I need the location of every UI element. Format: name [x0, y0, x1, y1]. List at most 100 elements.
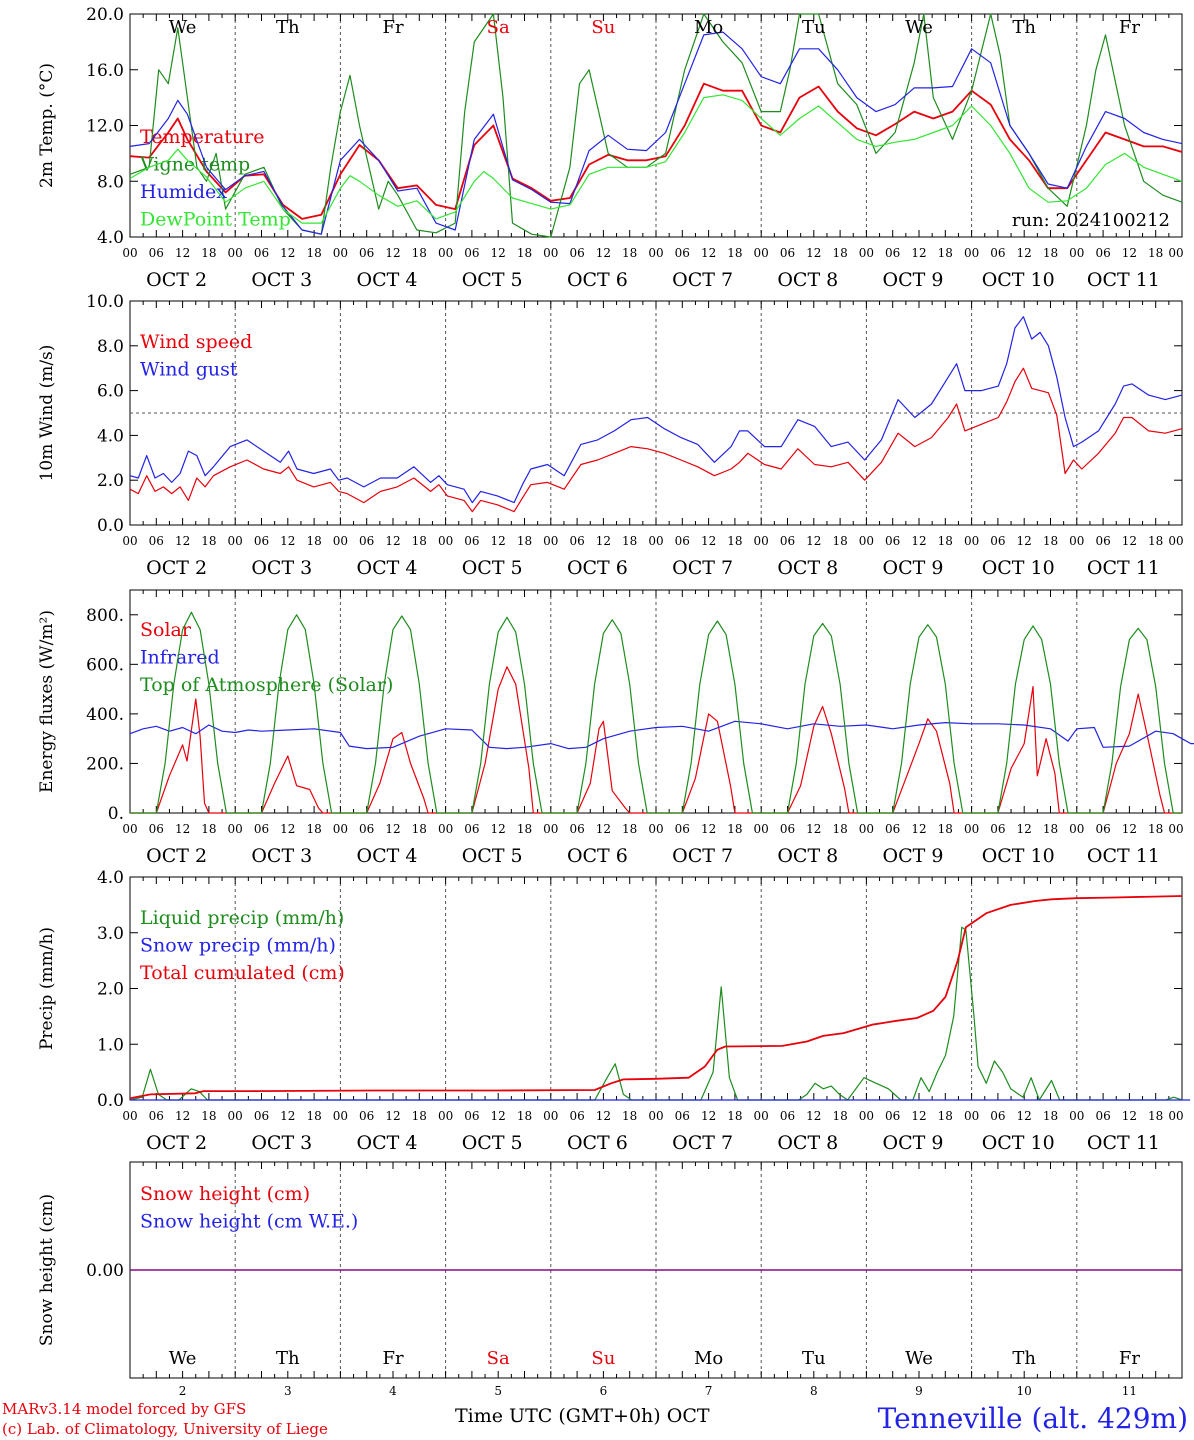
hour-tick-label: 12 [1122, 534, 1137, 548]
day-number-label: 4 [389, 1384, 397, 1398]
y-tick-label: 6.0 [97, 382, 124, 402]
hour-tick-label: 00 [438, 822, 453, 836]
hour-tick-label: 18 [938, 822, 953, 836]
hour-tick-label: 12 [911, 246, 926, 260]
x-axis-label: Time UTC (GMT+0h) [455, 1405, 661, 1427]
hour-tick-label: 12 [175, 534, 190, 548]
hour-tick-label: 12 [596, 822, 611, 836]
legend-entry: Snow height (cm W.E.) [140, 1211, 358, 1233]
date-label: OCT 11 [1087, 845, 1160, 867]
hour-tick-label: 12 [701, 822, 716, 836]
panel-1: 4.0 8.0 12.0 16.0 20.0 2m Temp. (°C) Temperatu… [37, 5, 1184, 291]
hour-tick-label: 12 [1122, 246, 1137, 260]
date-label: OCT 4 [357, 557, 418, 579]
hour-tick-label: 06 [780, 534, 795, 548]
legend-entry: Total cumulated (cm) [140, 962, 345, 984]
hour-tick-label: 06 [464, 1109, 479, 1123]
hour-tick-label: 18 [1043, 822, 1058, 836]
footer-time-axis-label: Time UTC (GMT+0h) OCT [455, 1405, 710, 1427]
date-label: OCT 8 [777, 269, 838, 291]
hour-tick-label: 12 [1122, 1109, 1137, 1123]
hour-tick-label: 06 [359, 822, 374, 836]
date-label: OCT 6 [567, 845, 628, 867]
hour-tick-label: 18 [938, 246, 953, 260]
y-tick-label: 2.0 [97, 471, 124, 491]
date-label: OCT 8 [777, 1132, 838, 1154]
hour-tick-label: 06 [1095, 1109, 1110, 1123]
day-number-label: 6 [600, 1384, 608, 1398]
hour-tick-label: 06 [990, 534, 1005, 548]
day-number-label: 11 [1122, 1384, 1137, 1398]
date-label: OCT 9 [883, 845, 944, 867]
day-number-label: 3 [284, 1384, 292, 1398]
hour-tick-label: 00 [333, 534, 348, 548]
hour-tick-label: 06 [569, 534, 584, 548]
hour-tick-label: 00 [438, 534, 453, 548]
y-tick-label: 4.0 [97, 426, 124, 446]
hour-tick-label: 00 [1168, 534, 1183, 548]
date-label: OCT 11 [1087, 269, 1160, 291]
hour-tick-label: 00 [122, 1109, 137, 1123]
hour-tick-label: 00 [122, 822, 137, 836]
hour-tick-label: 06 [1095, 822, 1110, 836]
hour-tick-label: 06 [254, 246, 269, 260]
y-axis-label: Snow height (cm) [37, 1194, 57, 1346]
date-label: OCT 2 [146, 557, 207, 579]
weekday-label: Th [1012, 17, 1036, 38]
legend-entry: Snow height (cm) [140, 1183, 310, 1205]
hour-tick-label: 00 [543, 1109, 558, 1123]
hour-tick-label: 06 [885, 1109, 900, 1123]
hour-tick-label: 18 [517, 534, 532, 548]
day-number-label: 2 [179, 1384, 187, 1398]
y-tick-label: 4.0 [97, 868, 124, 888]
hour-tick-label: 00 [228, 534, 243, 548]
hour-tick-label: 00 [228, 1109, 243, 1123]
y-tick-label: 0.0 [97, 516, 124, 536]
series-line-1-2 [129, 13, 1183, 238]
hour-tick-label: 00 [859, 246, 874, 260]
hour-tick-label: 06 [885, 822, 900, 836]
hour-tick-label: 06 [359, 534, 374, 548]
hour-tick-label: 12 [806, 534, 821, 548]
hour-tick-label: 06 [149, 822, 164, 836]
hour-tick-label: 00 [543, 534, 558, 548]
y-tick-label: 0.0 [97, 1091, 124, 1111]
y-tick-label: 0.00 [86, 1261, 124, 1281]
panel-4: 0.0 1.0 2.0 3.0 4.0 Precip (mm/h) Liquid preci… [37, 868, 1191, 1154]
hour-tick-label: 00 [1069, 1109, 1084, 1123]
hour-tick-label: 12 [701, 246, 716, 260]
day-number-label: 10 [1017, 1384, 1032, 1398]
date-label: OCT 7 [672, 269, 733, 291]
legend-entry: DewPoint Temp [140, 209, 291, 231]
date-label: OCT 3 [251, 845, 312, 867]
weekday-label: Th [276, 1348, 300, 1369]
hour-tick-label: 00 [543, 246, 558, 260]
date-label: OCT 10 [982, 845, 1055, 867]
weekday-label: Sa [487, 1348, 510, 1369]
hour-tick-label: 18 [306, 534, 321, 548]
date-label: OCT 3 [251, 557, 312, 579]
hour-tick-label: 12 [1017, 246, 1032, 260]
hour-tick-label: 00 [1168, 822, 1183, 836]
hour-tick-label: 18 [727, 534, 742, 548]
hour-tick-label: 12 [175, 822, 190, 836]
date-label: OCT 5 [462, 557, 523, 579]
panel-2: 0.0 2.0 4.0 6.0 8.0 10.0 10m Wind (m/s) Wind sp… [37, 292, 1184, 579]
hour-tick-label: 18 [306, 822, 321, 836]
hour-tick-label: 18 [1148, 1109, 1163, 1123]
day-number-label: 8 [810, 1384, 818, 1398]
hour-tick-label: 18 [201, 822, 216, 836]
hour-tick-label: 06 [1095, 534, 1110, 548]
footer-lab-credit: (c) Lab. of Climatology, University of L… [2, 1420, 328, 1438]
hour-tick-label: 06 [780, 822, 795, 836]
hour-tick-label: 06 [149, 1109, 164, 1123]
hour-tick-label: 00 [228, 822, 243, 836]
weekday-label: Fr [1119, 17, 1140, 38]
hour-tick-label: 12 [175, 1109, 190, 1123]
legend-entry: Wind gust [140, 359, 238, 381]
hour-tick-label: 18 [1148, 822, 1163, 836]
hour-tick-label: 12 [596, 246, 611, 260]
hour-tick-label: 18 [727, 246, 742, 260]
hour-tick-label: 12 [491, 246, 506, 260]
series-line-1-1 [129, 82, 1183, 220]
